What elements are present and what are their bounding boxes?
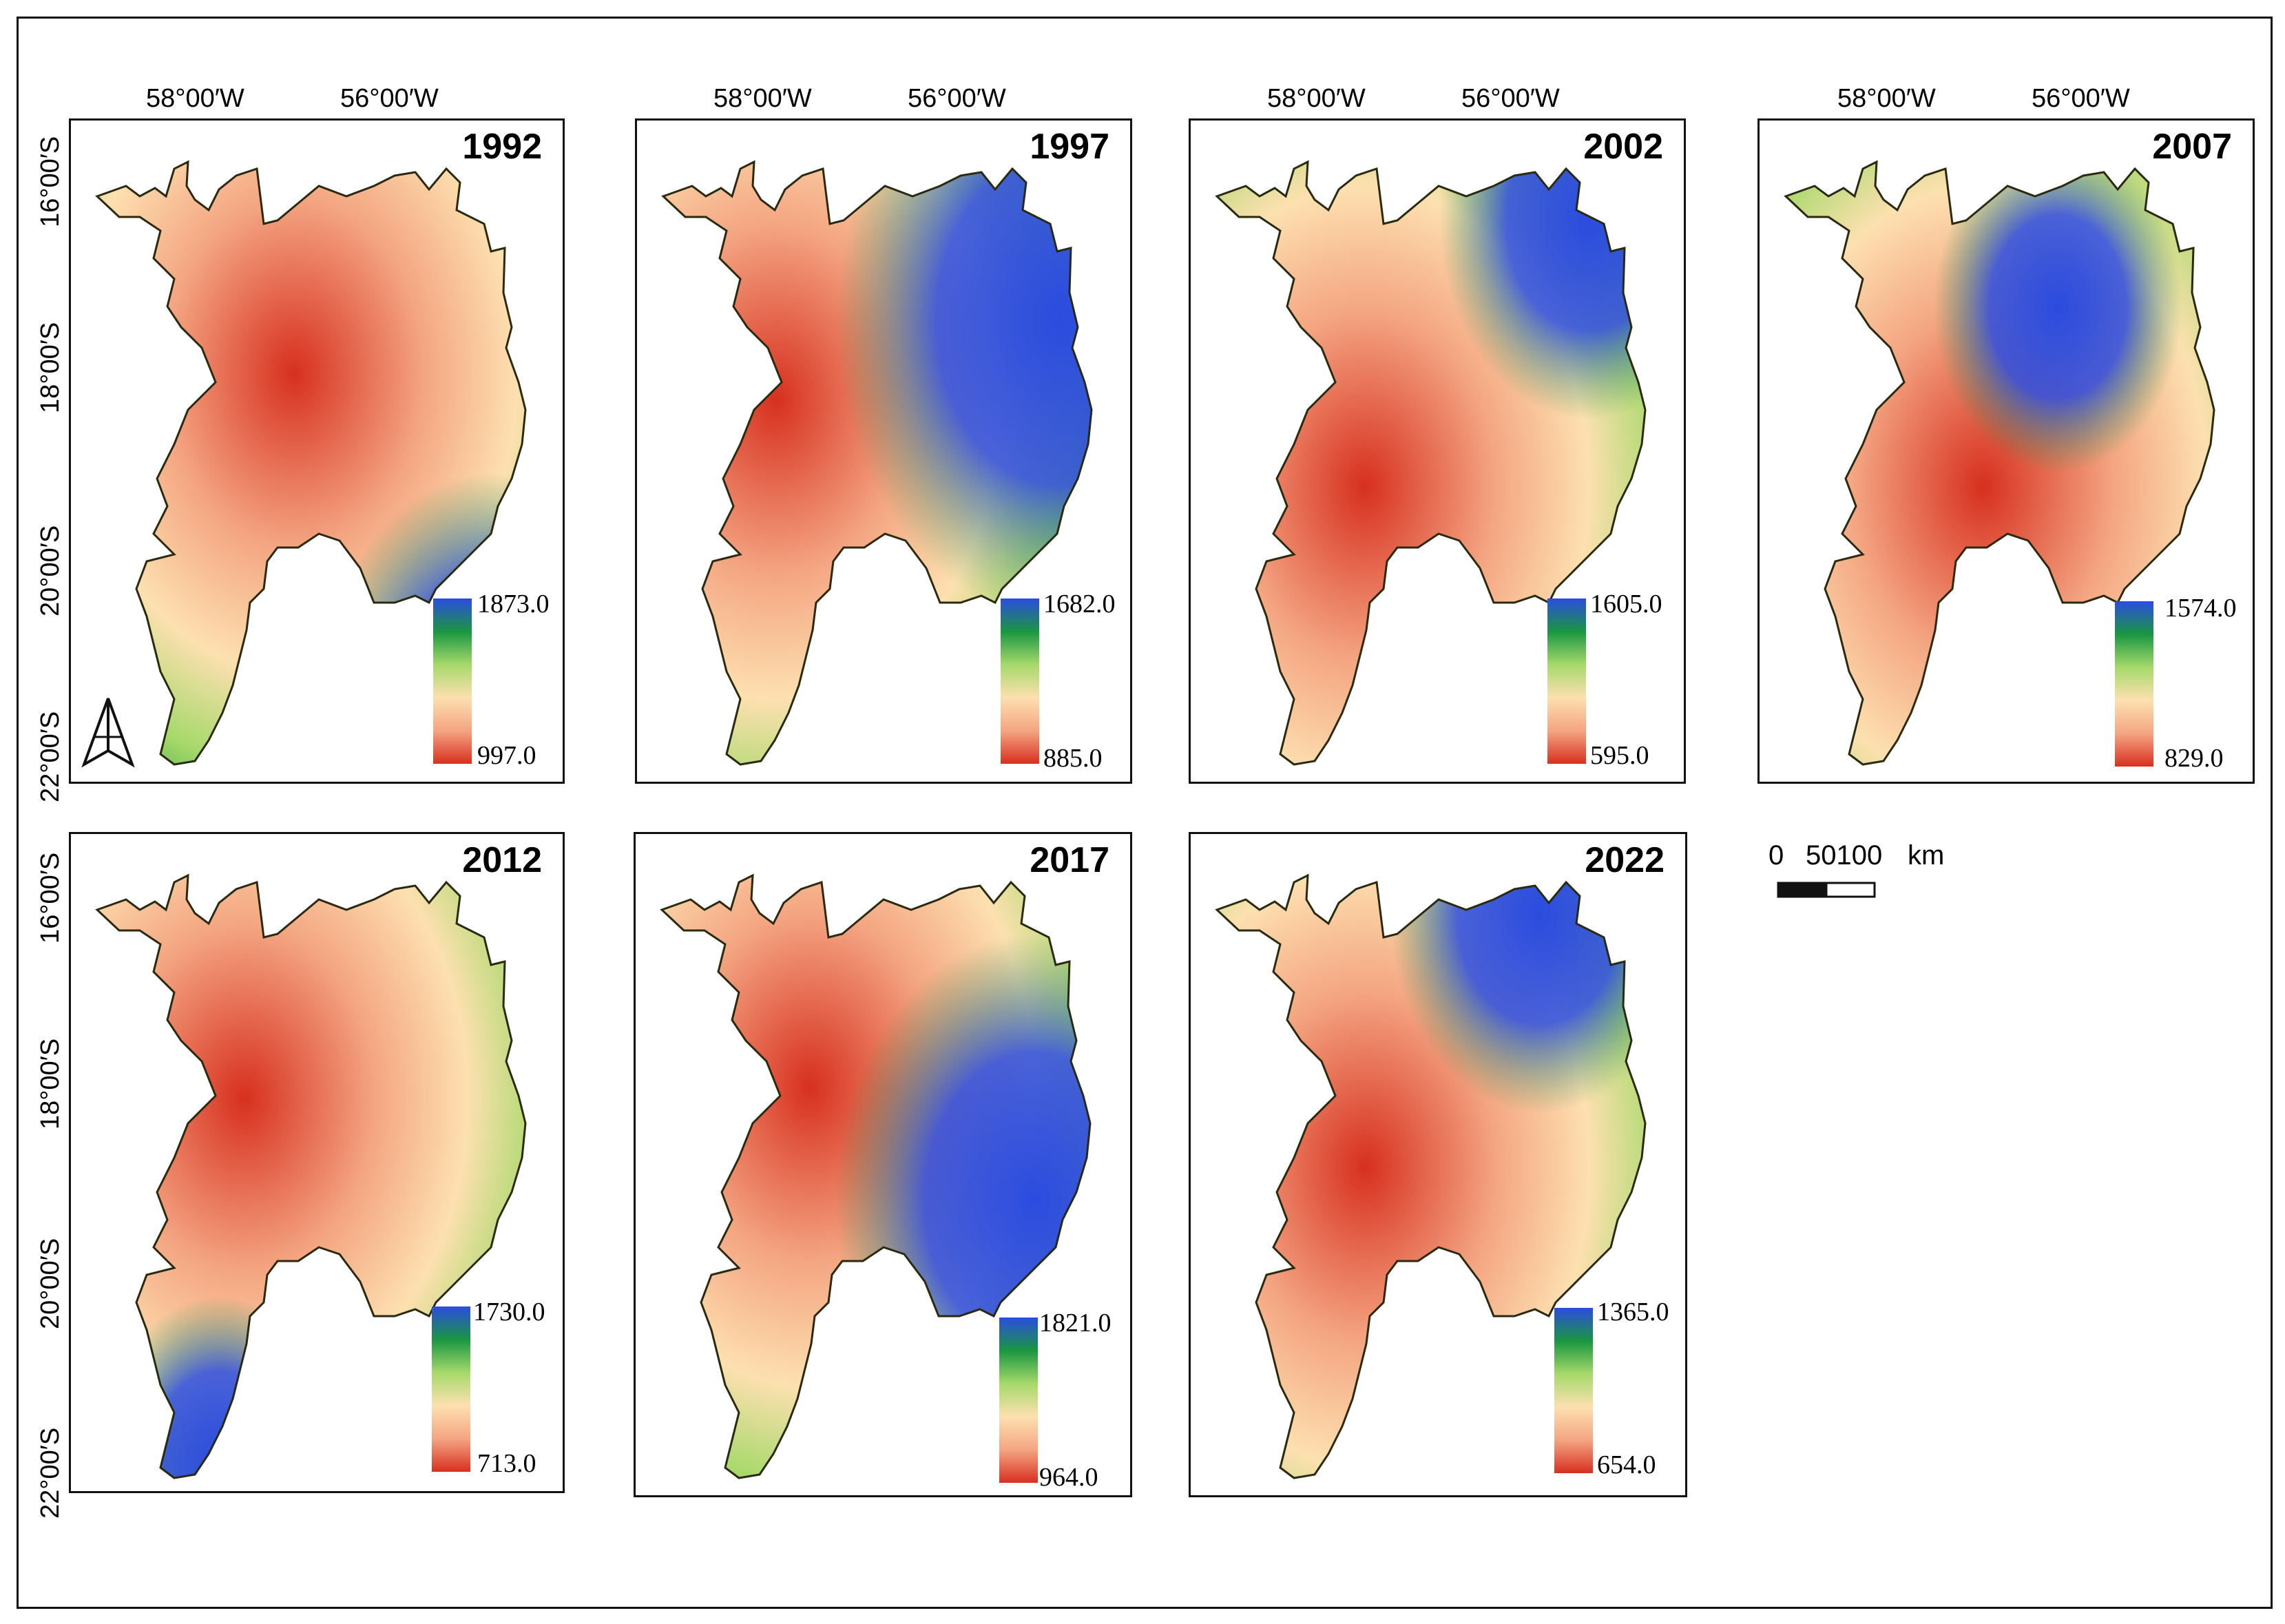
region-outline [1215, 160, 1647, 766]
precipitation-map [95, 160, 527, 766]
precipitation-map [1784, 160, 2215, 766]
color-scale-min: 654.0 [1597, 1450, 1656, 1479]
color-scale-min: 829.0 [2164, 744, 2224, 773]
lon-label-58w: 58°00′W [713, 84, 812, 113]
color-scale-bar [999, 1318, 1038, 1483]
map-panel-2007: 2007 1574.0 829.0 [1757, 118, 2255, 784]
color-scale-min: 595.0 [1590, 741, 1649, 770]
lon-label-56w: 56°00′W [1461, 84, 1560, 113]
map-panel-2012: 2012 1730.0 713.0 [69, 832, 565, 1493]
color-scale-min: 713.0 [477, 1449, 536, 1478]
color-scale-max: 1682.0 [1043, 590, 1116, 618]
precipitation-map [95, 873, 527, 1479]
lon-label-56w: 56°00′W [340, 84, 439, 113]
precipitation-map [660, 873, 1092, 1479]
lon-label-56w: 56°00′W [908, 84, 1006, 113]
color-scale-min: 997.0 [477, 741, 536, 770]
lat-label-20s: 20°00′S [36, 525, 65, 616]
lon-label-58w: 58°00′W [146, 84, 244, 113]
region-outline [661, 160, 1093, 766]
lat-label-18s: 18°00′S [36, 1038, 65, 1129]
lon-label-58w: 58°00′W [1837, 84, 1936, 113]
scale-zero: 0 [1768, 840, 1784, 871]
color-scale-bar [432, 1307, 470, 1472]
color-scale-min: 964.0 [1039, 1463, 1098, 1492]
region-outline [95, 873, 527, 1479]
color-scale-max: 1821.0 [1039, 1309, 1112, 1337]
lat-label-16s: 16°00′S [36, 852, 65, 944]
color-scale-bar [433, 598, 472, 764]
precipitation-map [1215, 873, 1647, 1479]
lat-label-22s: 22°00′S [36, 1427, 65, 1519]
lat-label-16s: 16°00′S [36, 136, 65, 227]
panel-year: 2012 [462, 840, 542, 880]
panel-year: 2017 [1030, 840, 1109, 880]
color-scale-bar [1001, 598, 1039, 764]
color-scale-min: 885.0 [1043, 744, 1103, 773]
lat-label-20s: 20°00′S [36, 1238, 65, 1329]
scale-ticks: 50100 [1806, 840, 1883, 871]
panel-year: 2007 [2152, 127, 2232, 167]
region-outline [660, 873, 1092, 1479]
color-scale-bar [1554, 1308, 1593, 1473]
color-scale-max: 1605.0 [1590, 590, 1662, 618]
lat-label-18s: 18°00′S [36, 322, 65, 413]
panel-year: 2002 [1583, 127, 1663, 167]
color-scale-max: 1873.0 [477, 590, 550, 618]
map-panel-2002: 2002 1605.0 595.0 [1189, 118, 1686, 784]
lat-label-22s: 22°00′S [36, 711, 65, 802]
map-panel-1997: 1997 1682.0 885.0 [635, 118, 1132, 784]
scale-unit: km [1908, 840, 1945, 871]
region-outline [1784, 160, 2215, 766]
map-panel-1992: 1992 1873.0 997.0 [69, 118, 565, 784]
figure-frame [17, 17, 2273, 1609]
color-scale-max: 1730.0 [473, 1298, 545, 1326]
region-outline [95, 160, 527, 766]
precipitation-map [1215, 160, 1647, 766]
lon-label-58w: 58°00′W [1267, 84, 1366, 113]
scale-bar-graphic [1777, 882, 1876, 898]
color-scale-bar [1547, 598, 1586, 764]
panel-year: 1997 [1030, 127, 1109, 167]
panel-year: 1992 [462, 127, 542, 167]
precipitation-map [661, 160, 1093, 766]
north-arrow-icon [81, 698, 135, 768]
color-scale-max: 1574.0 [2164, 594, 2237, 623]
region-outline [1215, 873, 1647, 1479]
scale-bar: 0 50100 km [1763, 840, 1945, 902]
color-scale-max: 1365.0 [1597, 1298, 1669, 1326]
lon-label-56w: 56°00′W [2032, 84, 2130, 113]
map-panel-2017: 2017 1821.0 964.0 [634, 832, 1132, 1497]
map-panel-2022: 2022 1365.0 654.0 [1189, 832, 1687, 1497]
color-scale-bar [2115, 601, 2153, 767]
panel-year: 2022 [1585, 840, 1665, 880]
